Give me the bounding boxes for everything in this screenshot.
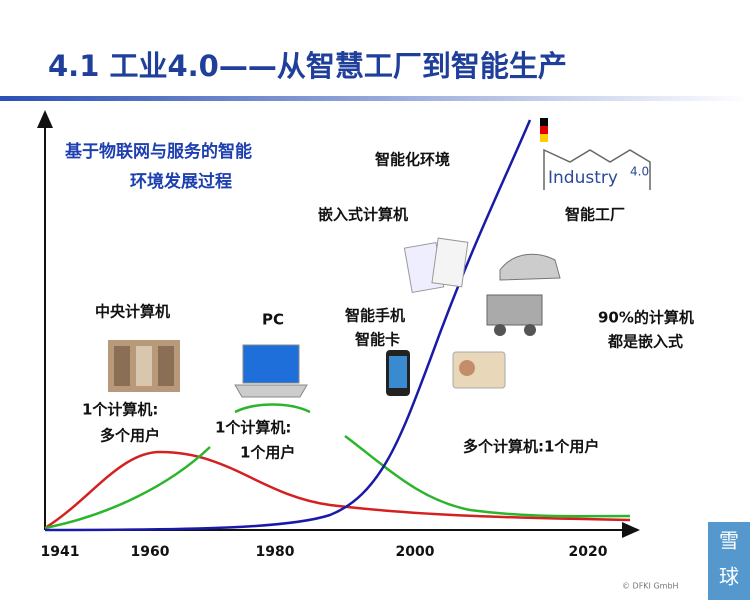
label: 多个计算机:1个用户 xyxy=(463,438,599,456)
label: 90%的计算机 xyxy=(598,309,694,327)
industry-logo: Industry 4.0 xyxy=(540,118,651,190)
x-tick-label: 1941 xyxy=(41,544,80,560)
machine-image xyxy=(486,294,543,336)
shoe-image xyxy=(499,253,561,281)
documents-image xyxy=(403,237,469,294)
label: 智能卡 xyxy=(355,331,400,349)
embedded-curve xyxy=(44,119,532,532)
mainframe-image xyxy=(108,340,180,392)
label: 都是嵌入式 xyxy=(607,333,683,351)
x-tick-label: 2020 xyxy=(569,544,608,560)
label: 嵌入式计算机 xyxy=(318,206,408,224)
label: 1个计算机: xyxy=(82,401,158,419)
x-tick-label: 2000 xyxy=(396,544,435,560)
x-tick-label: 1960 xyxy=(131,544,170,560)
watermark: 雪 球 xyxy=(708,522,750,600)
logo-version: 4.0 xyxy=(630,165,649,179)
x-tick-label: 1980 xyxy=(256,544,295,560)
title-rule xyxy=(0,96,750,101)
watermark-char: 雪 xyxy=(719,529,739,553)
label: 智能化环境 xyxy=(375,151,450,169)
subtitle: 基于物联网与服务的智能 xyxy=(64,141,252,162)
label: 智能手机 xyxy=(345,307,405,325)
phone-image xyxy=(386,350,410,396)
subtitle: 环境发展过程 xyxy=(130,171,232,192)
label: 1个计算机: xyxy=(215,419,291,437)
logo-name: Industry xyxy=(548,168,618,188)
label: 多个用户 xyxy=(100,427,160,445)
laptop-image xyxy=(234,344,308,398)
credit: © DFKI GmbH xyxy=(622,582,679,591)
card-image xyxy=(452,351,506,389)
label: 智能工厂 xyxy=(565,206,625,224)
mainframe-curve xyxy=(44,450,631,530)
title: 4.1 工业4.0——从智慧工厂到智能生产 xyxy=(48,49,567,83)
watermark-char: 球 xyxy=(719,565,739,589)
label: 中央计算机 xyxy=(95,303,170,321)
label: PC xyxy=(262,311,284,329)
label: 1个用户 xyxy=(240,444,295,462)
